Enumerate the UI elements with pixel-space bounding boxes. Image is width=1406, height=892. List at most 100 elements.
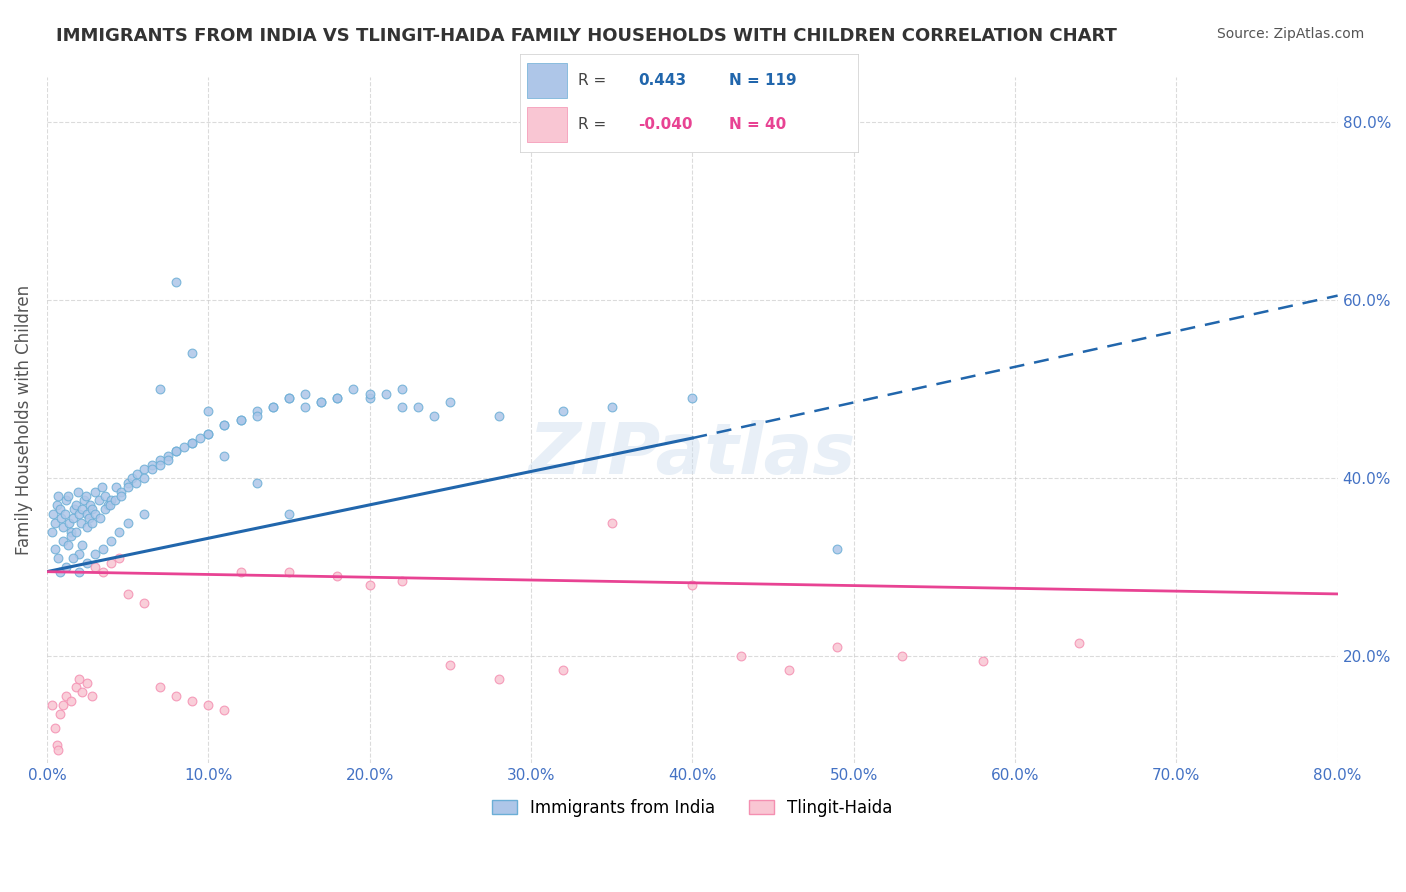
Point	[72, 538, 94, 552]
Text: Source: ZipAtlas.com: Source: ZipAtlas.com	[1216, 27, 1364, 41]
Point	[730, 649, 752, 664]
Point	[46, 489, 69, 503]
Point	[309, 395, 332, 409]
Text: 0.443: 0.443	[638, 73, 686, 88]
FancyBboxPatch shape	[527, 108, 568, 142]
Point	[110, 484, 132, 499]
Point	[423, 409, 446, 423]
Point	[100, 556, 122, 570]
Point	[277, 391, 299, 405]
Point	[149, 453, 172, 467]
Point	[41, 698, 63, 713]
Point	[93, 542, 115, 557]
Point	[124, 475, 146, 490]
Point	[827, 542, 849, 557]
Point	[1069, 636, 1091, 650]
Point	[165, 444, 187, 458]
Point	[165, 444, 187, 458]
Point	[181, 435, 204, 450]
Point	[84, 547, 107, 561]
Point	[60, 524, 83, 539]
Point	[197, 426, 219, 441]
Point	[72, 502, 94, 516]
Point	[66, 484, 89, 499]
Point	[79, 498, 101, 512]
Point	[80, 502, 103, 516]
Point	[294, 400, 316, 414]
Point	[63, 502, 86, 516]
Point	[132, 462, 155, 476]
Point	[67, 565, 90, 579]
Point	[294, 386, 316, 401]
Text: N = 40: N = 40	[730, 117, 787, 132]
Point	[181, 435, 204, 450]
Point	[197, 698, 219, 713]
Point	[827, 640, 849, 655]
Point	[89, 511, 111, 525]
Point	[60, 529, 83, 543]
Point	[105, 480, 128, 494]
Point	[156, 453, 179, 467]
Point	[108, 524, 131, 539]
Point	[97, 498, 120, 512]
Point	[76, 507, 98, 521]
Point	[45, 739, 67, 753]
Text: ZIPatlas: ZIPatlas	[529, 420, 856, 489]
Point	[132, 596, 155, 610]
Point	[62, 511, 84, 525]
Point	[246, 475, 269, 490]
Point	[42, 507, 65, 521]
Point	[165, 275, 187, 289]
Point	[149, 382, 172, 396]
Point	[52, 520, 75, 534]
Text: N = 119: N = 119	[730, 73, 797, 88]
Point	[52, 533, 75, 548]
Point	[100, 533, 122, 548]
Point	[246, 404, 269, 418]
Point	[681, 391, 703, 405]
Legend: Immigrants from India, Tlingit-Haida: Immigrants from India, Tlingit-Haida	[485, 792, 900, 823]
Point	[73, 493, 96, 508]
Point	[98, 498, 121, 512]
Point	[65, 524, 87, 539]
Point	[76, 520, 98, 534]
Point	[359, 386, 381, 401]
Point	[72, 685, 94, 699]
Point	[80, 516, 103, 530]
Point	[488, 672, 510, 686]
Point	[972, 654, 994, 668]
Point	[45, 498, 67, 512]
Point	[165, 690, 187, 704]
Point	[49, 565, 72, 579]
Point	[117, 587, 139, 601]
FancyBboxPatch shape	[527, 63, 568, 98]
Point	[214, 417, 236, 432]
Point	[80, 690, 103, 704]
Point	[342, 382, 364, 396]
Point	[46, 551, 69, 566]
Point	[214, 703, 236, 717]
Point	[60, 694, 83, 708]
Point	[229, 413, 252, 427]
Point	[359, 391, 381, 405]
Point	[44, 516, 66, 530]
Point	[391, 400, 413, 414]
Point	[132, 507, 155, 521]
Point	[132, 471, 155, 485]
Point	[62, 551, 84, 566]
Point	[53, 507, 76, 521]
Point	[246, 409, 269, 423]
Point	[75, 489, 97, 503]
Point	[87, 493, 110, 508]
Point	[891, 649, 914, 664]
Point	[778, 663, 800, 677]
Point	[262, 400, 284, 414]
Point	[156, 449, 179, 463]
Point	[600, 516, 623, 530]
Point	[600, 400, 623, 414]
Point	[141, 458, 163, 472]
Point	[197, 404, 219, 418]
Point	[55, 560, 77, 574]
Point	[188, 431, 211, 445]
Text: R =: R =	[578, 73, 606, 88]
